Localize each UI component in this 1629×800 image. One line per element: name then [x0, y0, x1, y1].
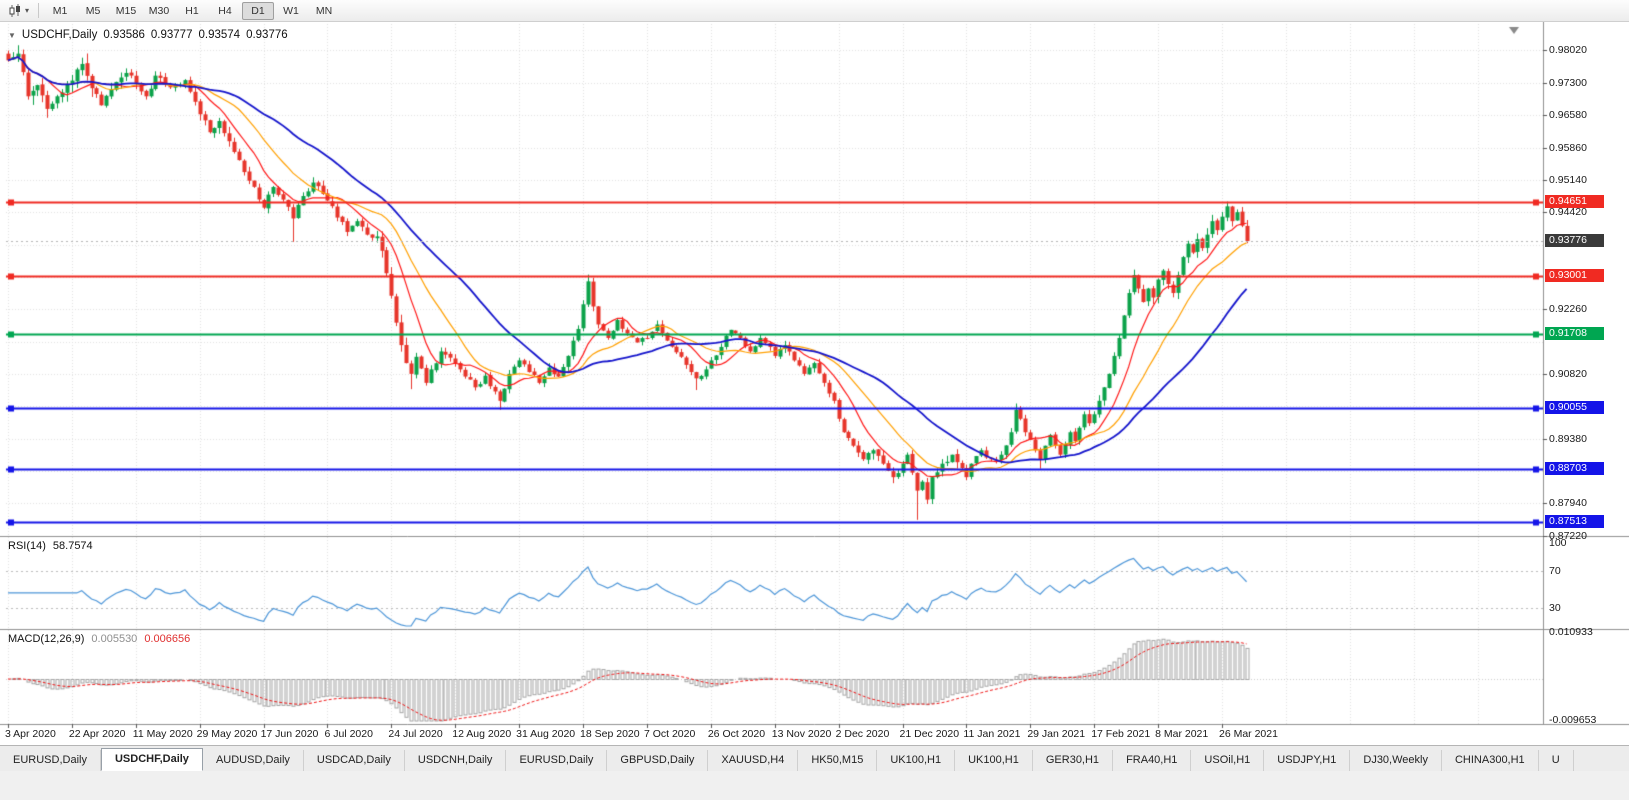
price-tick-label: 0.89380 — [1549, 432, 1587, 445]
price-tick-label: 0.97300 — [1549, 76, 1587, 89]
timeframe-button-w1[interactable]: W1 — [283, 4, 299, 17]
date-label: 2 Dec 2020 — [835, 728, 890, 740]
chart-symbol-label: USDCHF,Daily — [21, 29, 98, 41]
date-label: 24 Jul 2020 — [388, 728, 443, 740]
chart-area: ▼ USDCHF,Daily 0.93586 0.93777 0.93574 0… — [0, 22, 1629, 745]
date-label: 26 Oct 2020 — [707, 728, 766, 740]
date-label: 13 Nov 2020 — [771, 728, 832, 740]
price-line-badge: 0.88703 — [1545, 461, 1604, 475]
timeframe-button-h4[interactable]: H4 — [218, 4, 232, 17]
date-label: 26 Mar 2021 — [1219, 728, 1278, 740]
chart-tab-eurusd-daily[interactable]: EURUSD,Daily — [0, 750, 101, 771]
date-label: 11 Jan 2021 — [963, 728, 1021, 740]
date-label: 17 Jun 2020 — [260, 728, 319, 740]
rsi-axis-label: 30 — [1549, 602, 1561, 615]
current-price-badge: 0.93776 — [1545, 234, 1604, 248]
chart-type-button[interactable]: ▾ — [4, 1, 33, 21]
ohlc-low: 0.93574 — [198, 29, 241, 41]
chart-canvas[interactable] — [0, 22, 1629, 745]
macd-signal-value: 0.006656 — [144, 633, 191, 645]
date-label: 22 Apr 2020 — [68, 728, 126, 740]
rsi-name: RSI(14) — [8, 540, 46, 552]
chart-ohlc-header: ▼ USDCHF,Daily 0.93586 0.93777 0.93574 0… — [8, 29, 288, 41]
macd-axis-max-label: 0.010933 — [1549, 626, 1593, 638]
date-label: 6 Jul 2020 — [324, 728, 373, 740]
candlestick-chart-icon — [9, 3, 20, 17]
toolbar: ▾ M1 M5 M15 M30 H1 H4 D1 W1 MN — [0, 0, 1629, 22]
macd-value: 0.005530 — [91, 633, 138, 645]
dropdown-caret-icon: ▾ — [25, 6, 30, 15]
timeframe-button-m15[interactable]: M15 — [115, 4, 137, 17]
price-tick-label: 0.98020 — [1549, 44, 1587, 57]
date-label: 8 Mar 2021 — [1155, 728, 1209, 740]
chart-tab-hk50-m15[interactable]: HK50,M15 — [798, 750, 878, 771]
date-label: 29 Jan 2021 — [1027, 728, 1086, 740]
price-tick-label: 0.95140 — [1549, 173, 1587, 186]
macd-axis-min-label: -0.009653 — [1549, 714, 1597, 726]
chart-tab-xauusd-h4[interactable]: XAUUSD,H4 — [708, 750, 799, 771]
status-bar — [0, 771, 1629, 800]
rsi-axis-label: 100 — [1549, 536, 1567, 549]
ohlc-high: 0.93777 — [150, 29, 193, 41]
timeframe-button-m1[interactable]: M1 — [52, 4, 68, 17]
price-line-badge: 0.87513 — [1545, 515, 1604, 529]
timeframe-button-h1[interactable]: H1 — [185, 4, 199, 17]
price-line-badge: 0.93001 — [1545, 268, 1604, 282]
ohlc-open: 0.93586 — [103, 29, 145, 41]
chart-tabs-bar: EURUSD,Daily USDCHF,Daily AUDUSD,Daily USDC… — [0, 745, 1629, 771]
chart-tab-usdchf-daily[interactable]: USDCHF,Daily — [100, 748, 203, 771]
ohlc-close: 0.93776 — [246, 29, 288, 41]
date-label: 11 May 2020 — [132, 728, 193, 740]
timeframe-button-m5[interactable]: M5 — [85, 4, 101, 17]
chart-tab-ger30-h1[interactable]: GER30,H1 — [1032, 750, 1114, 771]
chart-tab-dj30-weekly[interactable]: DJ30,Weekly — [1350, 750, 1442, 771]
timeframe-toolbar: M1 M5 M15 M30 H1 H4 D1 W1 MN — [44, 1, 340, 20]
date-label: 3 Apr 2020 — [5, 728, 56, 740]
price-tick-label: 0.95860 — [1549, 141, 1587, 154]
chart-tab-audusd-daily[interactable]: AUDUSD,Daily — [202, 750, 304, 771]
date-label: 29 May 2020 — [196, 728, 258, 740]
chart-tab-usdcnh-daily[interactable]: USDCNH,Daily — [404, 750, 507, 771]
timeframe-button-mn[interactable]: MN — [315, 4, 333, 17]
chart-tab-u[interactable]: U — [1538, 750, 1574, 771]
chart-tab-usdjpy-h1[interactable]: USDJPY,H1 — [1264, 750, 1351, 771]
rsi-value: 58.7574 — [52, 540, 93, 552]
timeframe-button-d1[interactable]: D1 — [242, 1, 275, 20]
date-label: 7 Oct 2020 — [643, 728, 696, 740]
chart-tab-eurusd-daily[interactable]: EURUSD,Daily — [506, 750, 608, 771]
price-tick-label: 0.90820 — [1549, 367, 1587, 380]
date-label: 12 Aug 2020 — [452, 728, 512, 740]
date-label: 18 Sep 2020 — [580, 728, 640, 740]
chart-tab-gbpusd-daily[interactable]: GBPUSD,Daily — [607, 750, 709, 771]
price-line-badge: 0.94651 — [1545, 194, 1604, 208]
rsi-axis-label: 70 — [1549, 564, 1561, 577]
macd-indicator-label: MACD(12,26,9) 0.005530 0.006656 — [8, 633, 190, 645]
price-tick-label: 0.94420 — [1549, 206, 1587, 219]
price-tick-label: 0.87220 — [1549, 529, 1587, 542]
chart-tab-fra40-h1[interactable]: FRA40,H1 — [1113, 750, 1192, 771]
chart-tab-uk100-h1[interactable]: UK100,H1 — [955, 750, 1033, 771]
price-line-badge: 0.90055 — [1545, 401, 1604, 415]
date-label: 21 Dec 2020 — [899, 728, 960, 740]
price-tick-label: 0.96580 — [1549, 109, 1587, 122]
macd-name: MACD(12,26,9) — [8, 633, 85, 645]
timeframe-button-m30[interactable]: M30 — [148, 4, 170, 17]
chart-tab-usoil-h1[interactable]: USOil,H1 — [1191, 750, 1265, 771]
price-tick-label: 0.87940 — [1549, 497, 1587, 510]
chart-tab-china300-h1[interactable]: CHINA300,H1 — [1441, 750, 1539, 771]
quote-panel-toggle-icon[interactable]: ▼ — [8, 30, 16, 40]
chart-tab-uk100-h1[interactable]: UK100,H1 — [877, 750, 956, 771]
toolbar-separator — [38, 3, 40, 18]
date-label: 31 Aug 2020 — [516, 728, 576, 740]
price-line-badge: 0.91708 — [1545, 326, 1604, 340]
date-label: 17 Feb 2021 — [1091, 728, 1151, 740]
chart-tab-usdcad-daily[interactable]: USDCAD,Daily — [303, 750, 405, 771]
price-tick-label: 0.92260 — [1549, 303, 1587, 316]
rsi-indicator-label: RSI(14) 58.7574 — [8, 540, 93, 552]
